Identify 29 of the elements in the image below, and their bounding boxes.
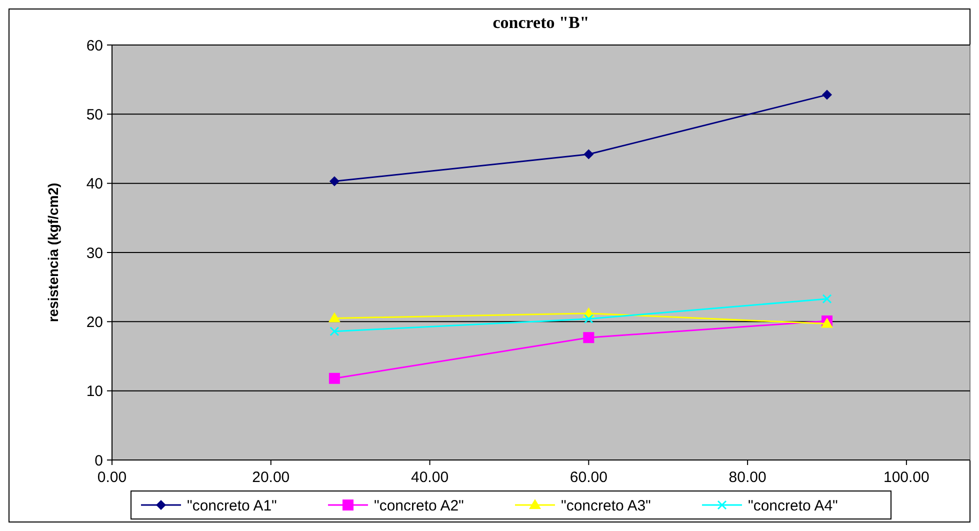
legend-label: "concreto A1" [187, 497, 277, 514]
point [822, 294, 832, 304]
point [328, 372, 340, 384]
point [822, 90, 832, 100]
y-tick-label: 60 [86, 37, 103, 54]
y-tick-label: 20 [86, 314, 103, 331]
x-tick-label: 60.00 [570, 469, 608, 486]
point [584, 314, 594, 324]
legend-label: "concreto A4" [748, 497, 838, 514]
y-tick-label: 0 [94, 452, 103, 470]
x-tick-label: 20.00 [252, 469, 290, 486]
legend-label: "concreto A2" [374, 497, 464, 514]
point [328, 312, 340, 322]
x-tick-label: 100.00 [884, 469, 930, 486]
x-tick-label: 0.00 [97, 469, 127, 486]
y-tick-label: 40 [86, 176, 103, 193]
y-tick-label: 30 [86, 244, 103, 262]
point [583, 332, 594, 344]
y-tick-label: 50 [86, 106, 103, 124]
point [330, 326, 340, 336]
point [329, 176, 340, 186]
point [821, 318, 833, 328]
y-tick-label: 10 [86, 383, 103, 400]
legend-label: "concreto A3" [561, 497, 651, 514]
x-tick-label: 80.00 [728, 469, 766, 486]
x-tick-label: 40.00 [411, 469, 449, 486]
chart-title: concreto "B" [492, 13, 590, 32]
y-axis-title: resistencia (kgf/cm2) [45, 182, 61, 322]
point [584, 149, 594, 160]
